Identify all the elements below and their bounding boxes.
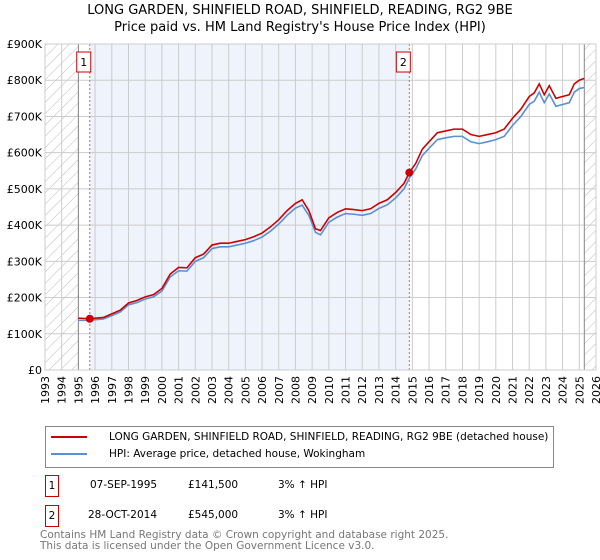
x-tick-label: 2009 (306, 376, 319, 404)
x-tick-label: 1998 (122, 376, 135, 404)
y-tick-label: £300K (7, 255, 43, 268)
transaction-badge: 2 (45, 505, 59, 527)
x-tick-label: 2001 (173, 376, 186, 404)
transaction-badge: 1 (45, 475, 59, 497)
sale-label-box (395, 51, 411, 73)
plot-frame (44, 43, 597, 371)
y-tick-label: £900K (7, 38, 43, 51)
x-tick-label: 2010 (323, 376, 336, 404)
chart-title: LONG GARDEN, SHINFIELD ROAD, SHINFIELD, … (87, 3, 513, 18)
y-tick-label: £200K (7, 292, 43, 305)
transaction-price: £141,500 (188, 479, 239, 491)
x-tick-label: 1996 (89, 376, 102, 404)
x-tick-label: 2016 (423, 376, 436, 404)
sale-label: 1 (80, 56, 87, 69)
x-tick-label: 2013 (373, 376, 386, 404)
legend-red-line (51, 436, 87, 438)
x-tick-label: 2025 (573, 376, 586, 404)
x-tick-label: 2002 (189, 376, 202, 404)
transaction-hpi: 3% ↑ HPI (278, 509, 328, 521)
x-tick-label: 1997 (106, 376, 119, 404)
footer-line2: This data is licensed under the Open Gov… (40, 540, 375, 552)
sale-marker (405, 168, 414, 177)
x-tick-label: 2007 (273, 376, 286, 404)
x-tick-label: 2005 (239, 376, 252, 404)
footer-line1: Contains HM Land Registry data © Crown c… (40, 529, 449, 541)
y-tick-label: £500K (7, 183, 43, 196)
x-tick-label: 2020 (490, 376, 503, 404)
x-tick-label: 2018 (456, 376, 469, 404)
x-tick-label: 2014 (390, 376, 403, 404)
x-tick-label: 2017 (440, 376, 453, 404)
x-tick-label: 1993 (39, 376, 52, 404)
y-tick-label: £800K (7, 74, 43, 87)
x-tick-label: 2023 (540, 376, 553, 404)
x-tick-label: 2004 (223, 376, 236, 404)
x-tick-label: 2026 (590, 376, 600, 404)
x-tick-label: 1999 (139, 376, 152, 404)
y-tick-label: £400K (7, 219, 43, 232)
x-tick-label: 2006 (256, 376, 269, 404)
transaction-date: 28-OCT-2014 (88, 509, 157, 521)
x-tick-label: 2012 (356, 376, 369, 404)
x-tick-label: 1995 (72, 376, 85, 404)
legend-property: LONG GARDEN, SHINFIELD ROAD, SHINFIELD, … (109, 431, 549, 443)
price-chart: 1993 1994 1995 1996 1997 1998 1999 2000 2001 2002… (7, 38, 600, 404)
transaction-hpi: 3% ↑ HPI (278, 479, 328, 491)
transaction-date: 07-SEP-1995 (90, 479, 158, 491)
y-tick-label: £0 (28, 364, 42, 377)
hatched-region (584, 44, 596, 370)
x-tick-label: 2003 (206, 376, 219, 404)
x-tick-label: 2000 (156, 376, 169, 404)
sale-label: 2 (400, 56, 407, 69)
footer: Contains HM Land Registry data © Crown c… (40, 530, 448, 552)
x-tick-label: 2024 (557, 376, 570, 404)
legend-hpi: HPI: Average price, detached house, Woki… (109, 448, 366, 460)
shaded-period (89, 44, 410, 370)
x-tick-label: 2008 (289, 376, 302, 404)
sale-label-box (76, 51, 92, 73)
legend-blue-line (51, 453, 87, 455)
x-tick-label: 2021 (507, 376, 520, 404)
legend: LONG GARDEN, SHINFIELD ROAD, SHINFIELD, … (45, 426, 554, 468)
y-tick-label: £600K (7, 147, 43, 160)
x-tick-label: 2015 (406, 376, 419, 404)
chart-subtitle: Price paid vs. HM Land Registry's House … (114, 20, 486, 35)
x-tick-label: 2011 (340, 376, 353, 404)
series-line (78, 77, 585, 320)
sale-marker (85, 314, 94, 323)
transaction-price: £545,000 (188, 509, 239, 521)
x-tick-label: 2019 (473, 376, 486, 404)
x-tick-label: 1994 (56, 376, 69, 404)
y-tick-label: £700K (7, 110, 43, 123)
x-tick-label: 2022 (523, 376, 536, 404)
series-line (78, 86, 585, 322)
y-tick-label: £100K (7, 328, 43, 341)
